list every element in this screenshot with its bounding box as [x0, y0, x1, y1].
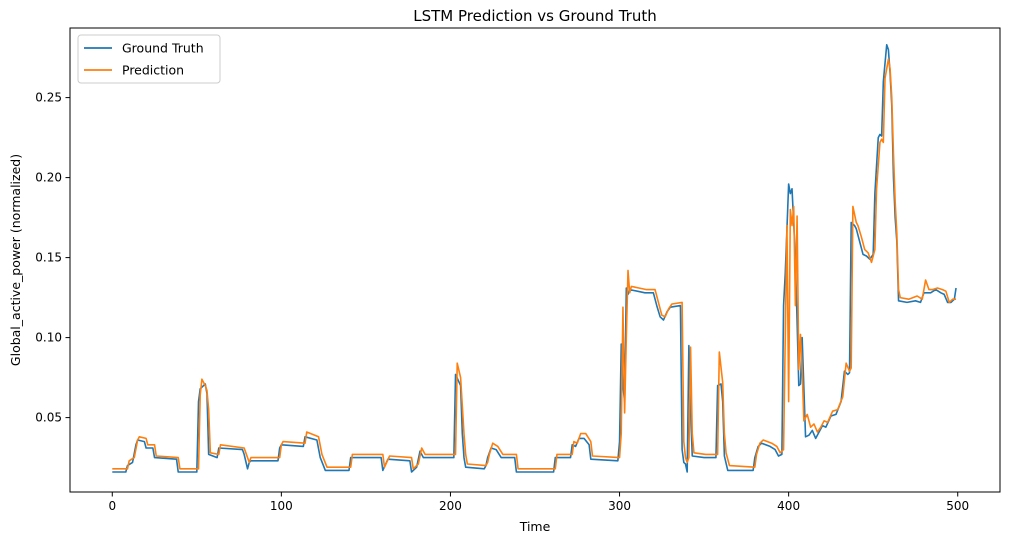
x-tick-label: 200	[439, 499, 462, 513]
legend: Ground Truth Prediction	[77, 34, 221, 84]
series-line-2	[112, 58, 957, 470]
series-line-1	[112, 44, 957, 473]
x-axis-ticks: 0 100 200 300 400 500	[108, 492, 969, 513]
legend-box	[77, 34, 221, 84]
plot-lines	[112, 44, 957, 473]
y-axis-ticks: 0.05 0.10 0.15 0.20 0.25	[35, 91, 70, 425]
y-tick-label: 0.15	[35, 251, 62, 265]
x-tick-label: 500	[946, 499, 969, 513]
x-axis-label: Time	[519, 519, 551, 534]
legend-label-2: Prediction	[122, 63, 184, 78]
y-tick-label: 0.25	[35, 91, 62, 105]
y-tick-label: 0.05	[35, 411, 62, 425]
y-axis-label: Global_active_power (normalized)	[8, 154, 23, 366]
x-tick-label: 400	[777, 499, 800, 513]
y-tick-label: 0.20	[35, 171, 62, 185]
chart-title: LSTM Prediction vs Ground Truth	[413, 7, 656, 25]
plot-frame	[69, 27, 1001, 493]
x-tick-label: 300	[608, 499, 631, 513]
y-tick-label: 0.10	[35, 331, 62, 345]
x-tick-label: 0	[108, 499, 116, 513]
x-tick-label: 100	[270, 499, 293, 513]
legend-label-1: Ground Truth	[122, 41, 204, 56]
